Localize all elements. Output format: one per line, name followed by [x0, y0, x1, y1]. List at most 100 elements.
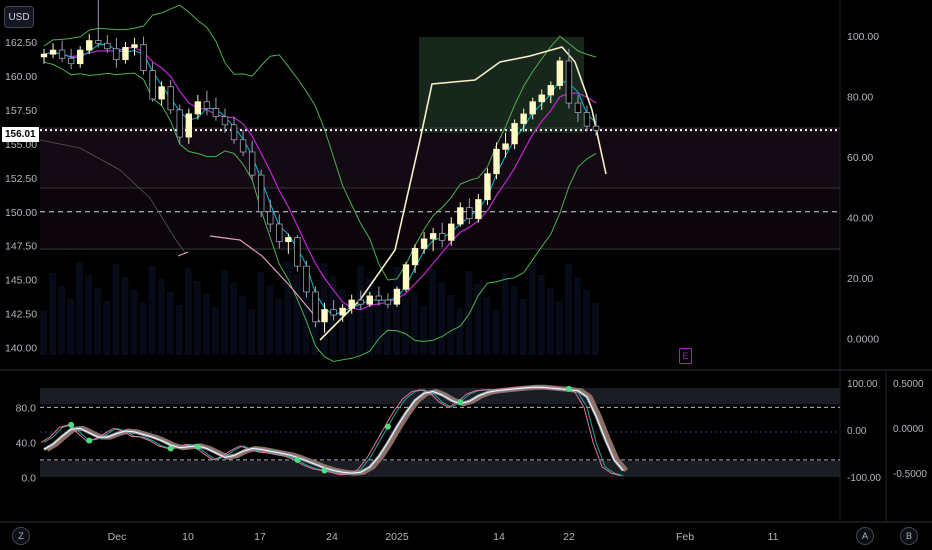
volume-ghost-bar — [392, 267, 400, 355]
candle-body — [384, 299, 392, 305]
candle-body — [167, 86, 174, 111]
right-axis-tick: 0.0000 — [847, 334, 879, 346]
candle-body — [212, 108, 220, 118]
volume-ghost-bar — [175, 305, 183, 355]
candle-body — [438, 233, 446, 241]
volume-ghost-bar — [148, 266, 156, 355]
volume-ghost-bar — [347, 302, 355, 355]
volume-ghost-bar — [284, 261, 292, 355]
time-axis[interactable]: Dec 10 17 24 2025 14 22 Feb 11 — [108, 531, 779, 543]
volume-ghost-bar — [94, 288, 102, 355]
volume-ghost-bar — [275, 298, 283, 355]
osc-bottom-marker — [68, 421, 75, 428]
volume-ghost-bar — [266, 285, 274, 355]
left-axis-tick: 152.50 — [5, 173, 37, 185]
volume-ghost-bar — [592, 303, 600, 355]
candle-body — [402, 264, 410, 290]
left-axis-tick: 142.50 — [5, 309, 37, 321]
volume-ghost-bar — [211, 307, 219, 355]
volume-ghost-bar — [411, 293, 419, 355]
volume-ghost-bar — [564, 264, 572, 355]
volume-ghost-bar — [465, 271, 473, 355]
osc-zone-bottom — [40, 461, 840, 477]
oscillator-lines — [40, 384, 629, 477]
left-axis-tick: 157.50 — [5, 105, 37, 117]
volume-ghost-bar — [257, 272, 265, 355]
osc-left-tick: 0.0 — [21, 472, 36, 484]
left-axis-tick: 140.00 — [5, 343, 37, 355]
timezone-button[interactable]: Z — [12, 527, 30, 545]
candle-body — [502, 143, 509, 150]
osc-d-line — [43, 386, 624, 474]
osc-zone-top — [40, 388, 840, 404]
candle-body — [95, 40, 102, 44]
fast-ma-line — [43, 43, 597, 317]
candle-body — [330, 309, 337, 316]
left-axis-tick: 145.00 — [5, 275, 37, 287]
candle-body — [86, 40, 93, 51]
left-axis-tick: 150.00 — [5, 207, 37, 219]
volume-ghost-bar — [438, 282, 446, 355]
right-axis-tick: 100.00 — [847, 31, 879, 43]
volume-ghost-bar — [555, 301, 563, 355]
candle-body — [484, 173, 491, 200]
candle-body — [556, 60, 564, 86]
right-axis-tick: 20.00 — [847, 273, 873, 285]
candlestick-series — [40, 0, 600, 333]
osc-bottom-marker — [194, 443, 201, 450]
oscillator-markers — [68, 385, 572, 474]
volume-ghost-bar — [383, 304, 391, 355]
right-percent-axis[interactable]: 100.00 80.00 60.00 40.00 20.00 0.0000 — [847, 31, 879, 346]
osc-bottom-marker — [321, 467, 328, 474]
auto-scale-button[interactable]: A — [856, 527, 874, 545]
volume-ghost-bar — [293, 274, 301, 355]
left-axis-tick: 162.50 — [5, 37, 37, 49]
osc-right-tick-b: 0.0000 — [893, 424, 924, 435]
volume-ghost-bar — [76, 262, 84, 355]
osc-right-tick-b: 0.5000 — [893, 379, 924, 390]
b-scale-button[interactable]: B — [900, 527, 918, 545]
candle-body — [248, 151, 256, 176]
osc-right-tick-b: -0.5000 — [893, 469, 927, 480]
candle-body — [411, 248, 419, 266]
osc-right-axis-b[interactable]: 0.5000 0.0000 -0.5000 — [893, 379, 927, 480]
volume-ghost-bar — [474, 284, 482, 355]
candle-body — [420, 238, 428, 249]
right-axis-tick: 40.00 — [847, 213, 873, 225]
time-axis-tick: 10 — [182, 531, 194, 543]
time-axis-tick: 22 — [563, 531, 575, 543]
osc-left-axis[interactable]: 80.0 40.0 0.0 — [16, 402, 37, 484]
osc-bottom-marker — [167, 445, 174, 452]
current-price-tag: 156.01 — [2, 127, 39, 142]
osc-left-tick: 80.0 — [16, 402, 37, 414]
candle-body — [529, 101, 536, 115]
volume-ghost-bar — [447, 295, 455, 355]
candle-body — [565, 60, 573, 104]
candle-body — [267, 211, 274, 225]
time-axis-tick: 11 — [768, 531, 779, 543]
osc-right-axis-a[interactable]: 100.00 0.00 -100.00 — [847, 379, 881, 484]
upper-band-line — [43, 4, 597, 281]
main-indicator-lines — [39, 4, 607, 363]
candle-body — [158, 86, 165, 100]
candle-body — [429, 233, 437, 240]
earnings-event-marker[interactable]: E — [679, 348, 692, 364]
candle-body — [122, 46, 129, 61]
volume-ghost-bar — [40, 310, 47, 355]
candle-body — [58, 49, 66, 59]
time-axis-tick: Dec — [108, 531, 127, 543]
trail-line — [39, 139, 187, 255]
right-axis-tick: 60.00 — [847, 152, 873, 164]
candle-body — [104, 42, 111, 50]
candle-body — [312, 291, 319, 323]
candle-body — [239, 139, 247, 153]
volume-ghost-bar — [157, 279, 165, 355]
right-axis-tick: 80.00 — [847, 92, 873, 104]
candle-body — [303, 265, 310, 293]
currency-button[interactable]: USD — [4, 6, 34, 28]
volume-ghost-bar — [402, 280, 409, 355]
osc-right-tick-a: 100.00 — [847, 379, 878, 390]
candle-body — [457, 207, 464, 225]
volume-ghost-bar — [58, 286, 66, 355]
